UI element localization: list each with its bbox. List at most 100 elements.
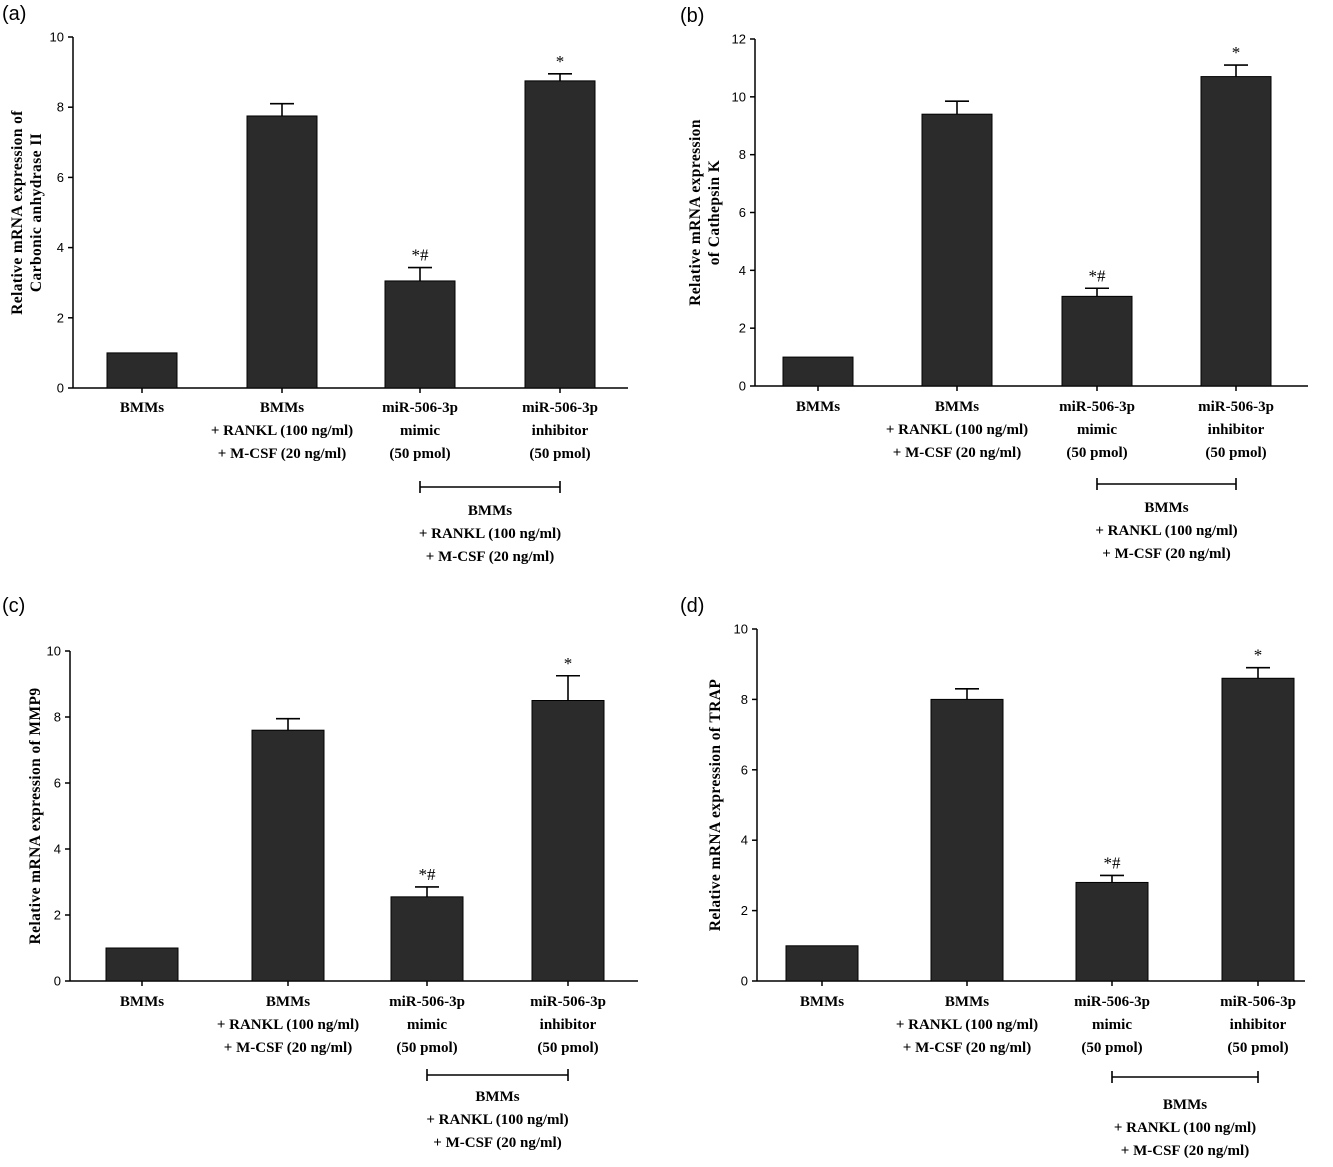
x-category-label-line: miR-506-3p	[1059, 399, 1135, 415]
x-category-label: miR-506-3p mimic (50 pmol)	[382, 400, 458, 462]
bar	[1075, 881, 1149, 982]
y-axis-title-line: Relative mRNA expression of TRAP	[707, 679, 724, 932]
y-tick-label: 8	[741, 692, 748, 707]
group-label-line: + M-CSF (20 ng/ml)	[426, 549, 554, 565]
x-category-label-line: (50 pmol)	[1066, 445, 1127, 461]
significance-marker: *	[564, 654, 573, 673]
chart-panel-d: (d) 0 2 4 6 8 10 Relative mRNA expression of TR…	[680, 595, 1305, 1159]
significance-marker: *#	[1089, 266, 1107, 285]
x-category-label-line: + M-CSF (20 ng/ml)	[224, 1040, 352, 1056]
x-category-label-line: (50 pmol)	[1205, 445, 1266, 461]
y-axis-title-line: Carbonic anhydrase II	[28, 133, 45, 292]
x-category-label: BMMs	[796, 399, 840, 415]
y-tick-label: 10	[732, 89, 746, 104]
y-tick-label: 0	[741, 974, 748, 989]
y-tick-label: 4	[57, 240, 64, 255]
panel-label: (d)	[680, 595, 704, 617]
x-category-label-line: + M-CSF (20 ng/ml)	[903, 1040, 1031, 1056]
x-category-label-line: BMMs	[935, 399, 979, 415]
y-tick-label: 0	[54, 974, 61, 989]
y-tick-label: 2	[741, 903, 748, 918]
x-category-label: miR-506-3p inhibitor (50 pmol)	[1198, 399, 1274, 461]
x-category-label: BMMs	[120, 400, 164, 416]
x-category-label-line: (50 pmol)	[396, 1040, 457, 1056]
x-category-label-line: miR-506-3p	[1220, 994, 1296, 1010]
panel-label: (b)	[680, 5, 704, 27]
x-category-label-line: miR-506-3p	[389, 994, 465, 1010]
chart-panel-c: (c) 0 2 4 6 8 10 Relative mRNA expression of MM…	[2, 595, 638, 1151]
y-axis-title: Relative mRNA expression of TRAP	[707, 679, 724, 932]
y-axis-title-line: of Cathepsin K	[706, 160, 723, 266]
significance-marker: *	[1232, 43, 1241, 62]
group-label-line: BMMs	[475, 1089, 519, 1105]
x-category-label: BMMs + RANKL (100 ng/ml) + M-CSF (20 ng/ml…	[886, 399, 1028, 461]
x-category-label-line: inhibitor	[1208, 422, 1265, 438]
bar	[782, 356, 854, 387]
y-tick-label: 2	[54, 908, 61, 923]
bar	[105, 947, 179, 982]
x-category-label: miR-506-3p inhibitor (50 pmol)	[1220, 994, 1296, 1056]
x-category-label-line: inhibitor	[532, 423, 589, 439]
x-category-label: BMMs	[120, 994, 164, 1010]
group-label-line: BMMs	[1163, 1097, 1207, 1113]
x-category-label: miR-506-3p inhibitor (50 pmol)	[530, 994, 606, 1056]
x-category-label: miR-506-3p inhibitor (50 pmol)	[522, 400, 598, 462]
y-tick-label: 8	[739, 147, 746, 162]
group-label-line: + RANKL (100 ng/ml)	[1095, 523, 1237, 539]
y-tick-label: 8	[54, 710, 61, 725]
bar	[1221, 677, 1295, 982]
significance-marker: *#	[1104, 853, 1122, 872]
y-axis-title: Relative mRNA expression of MMP9	[27, 687, 44, 944]
x-category-label-line: mimic	[400, 423, 440, 439]
x-category-label-line: (50 pmol)	[529, 446, 590, 462]
x-category-label-line: miR-506-3p	[522, 400, 598, 416]
x-category-label-line: BMMs	[120, 400, 164, 416]
panel-label: (c)	[2, 595, 25, 617]
significance-marker: *#	[412, 246, 430, 265]
group-label: BMMs + RANKL (100 ng/ml) + M-CSF (20 ng/ml…	[426, 1089, 568, 1151]
bar	[785, 945, 859, 982]
bar	[390, 896, 464, 982]
y-tick-label: 6	[57, 170, 64, 185]
x-category-label: miR-506-3p mimic (50 pmol)	[1074, 994, 1150, 1056]
y-tick-label: 4	[54, 842, 61, 857]
bar	[1061, 295, 1133, 387]
bar	[930, 698, 1004, 982]
group-label-line: BMMs	[1144, 500, 1188, 516]
group-label-line: + RANKL (100 ng/ml)	[426, 1112, 568, 1128]
x-category-label-line: miR-506-3p	[530, 994, 606, 1010]
x-category-label-line: (50 pmol)	[389, 446, 450, 462]
x-category-label-line: BMMs	[266, 994, 310, 1010]
y-tick-label: 4	[741, 833, 748, 848]
x-category-label-line: (50 pmol)	[537, 1040, 598, 1056]
group-label: BMMs + RANKL (100 ng/ml) + M-CSF (20 ng/ml…	[1095, 500, 1237, 562]
y-axis-title: Relative mRNA expression of Carbonic anhy…	[9, 110, 45, 315]
y-axis-title: Relative mRNA expression of Cathepsin K	[687, 119, 723, 306]
group-label-line: + RANKL (100 ng/ml)	[1114, 1120, 1256, 1136]
chart-panel-a: (a) 0 2 4 6 8 10 Relative mRNA expression of Car…	[2, 3, 628, 565]
x-category-label-line: + RANKL (100 ng/ml)	[886, 422, 1028, 438]
x-category-label-line: miR-506-3p	[382, 400, 458, 416]
bar	[1200, 76, 1272, 387]
bar	[524, 80, 596, 389]
x-category-label-line: BMMs	[945, 994, 989, 1010]
x-category-label: BMMs + RANKL (100 ng/ml) + M-CSF (20 ng/ml…	[211, 400, 353, 462]
group-label: BMMs + RANKL (100 ng/ml) + M-CSF (20 ng/ml…	[1114, 1097, 1256, 1159]
x-category-label: miR-506-3p mimic (50 pmol)	[1059, 399, 1135, 461]
y-tick-label: 10	[734, 622, 748, 637]
group-label-line: + RANKL (100 ng/ml)	[419, 526, 561, 542]
x-category-label-line: mimic	[1092, 1017, 1132, 1033]
y-tick-label: 2	[739, 321, 746, 336]
x-category-label-line: + M-CSF (20 ng/ml)	[893, 445, 1021, 461]
x-category-label-line: BMMs	[120, 994, 164, 1010]
x-category-label-line: (50 pmol)	[1227, 1040, 1288, 1056]
x-category-label-line: BMMs	[260, 400, 304, 416]
y-axis-title-line: Relative mRNA expression of MMP9	[27, 687, 44, 944]
significance-marker: *#	[419, 865, 437, 884]
bar	[246, 115, 318, 389]
group-label-line: BMMs	[468, 503, 512, 519]
significance-marker: *	[556, 52, 565, 71]
y-tick-label: 0	[739, 379, 746, 394]
y-axis-title-line: Relative mRNA expression of	[9, 110, 26, 315]
